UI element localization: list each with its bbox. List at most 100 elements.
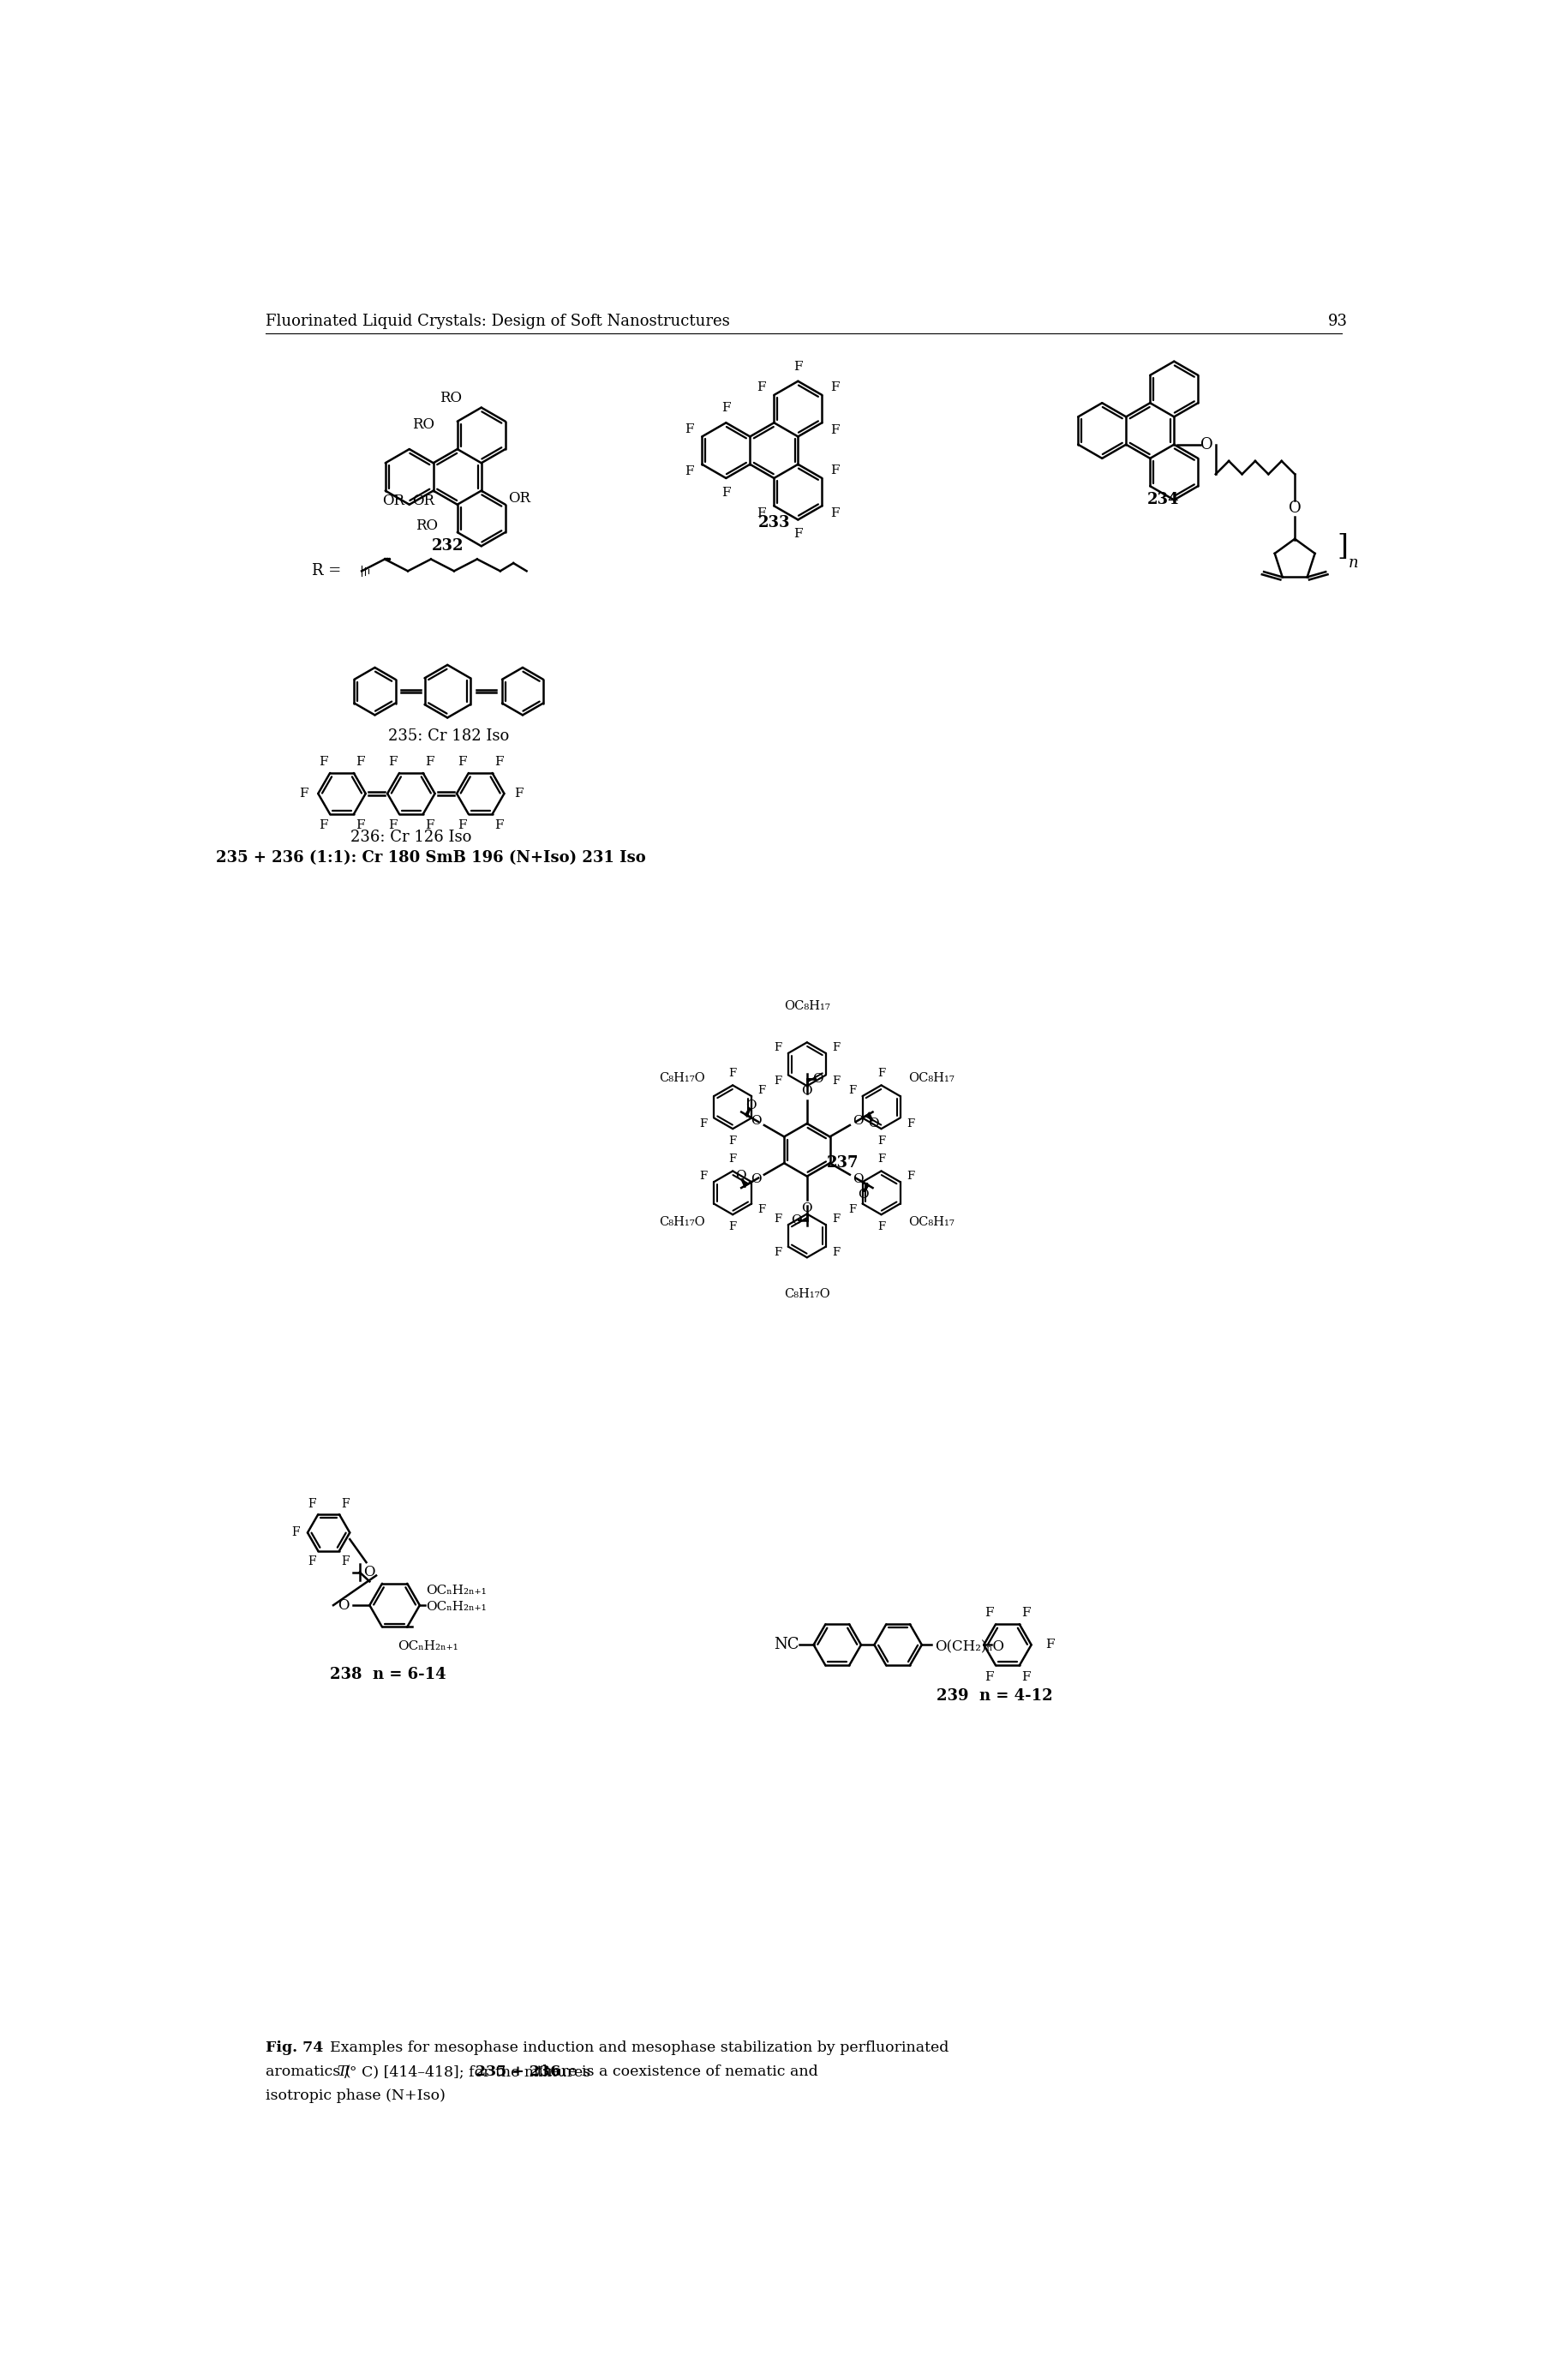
Text: F: F [494, 821, 503, 833]
Text: Fig. 74: Fig. 74 [267, 2041, 323, 2055]
Text: O: O [851, 1113, 862, 1128]
Text: RO: RO [416, 519, 437, 533]
Text: 93: 93 [1328, 314, 1347, 328]
Text: F: F [829, 381, 839, 395]
Text: O: O [1200, 438, 1212, 452]
Text: F: F [985, 1606, 993, 1618]
Text: F: F [318, 821, 328, 833]
Text: F: F [877, 1154, 884, 1166]
Text: F: F [729, 1135, 737, 1147]
Text: C₈H₁₇O: C₈H₁₇O [659, 1216, 706, 1228]
Text: O(CH₂)ₙO: O(CH₂)ₙO [935, 1639, 1004, 1653]
Text: F: F [877, 1220, 884, 1232]
Text: F: F [773, 1075, 781, 1087]
Text: F: F [729, 1068, 737, 1080]
Text: F: F [387, 757, 397, 768]
Text: 235 + 236: 235 + 236 [475, 2065, 560, 2079]
Text: C₈H₁₇O: C₈H₁₇O [784, 1287, 829, 1299]
Text: O: O [858, 1190, 867, 1201]
Text: O: O [751, 1113, 760, 1128]
Text: F: F [340, 1499, 350, 1511]
Text: F: F [1021, 1606, 1030, 1618]
Text: 238  n = 6-14: 238 n = 6-14 [329, 1668, 445, 1682]
Text: F: F [756, 381, 765, 395]
Text: O: O [751, 1173, 760, 1185]
Text: 239  n = 4-12: 239 n = 4-12 [936, 1689, 1052, 1703]
Text: Examples for mesophase induction and mesophase stabilization by perfluorinated: Examples for mesophase induction and mes… [320, 2041, 949, 2055]
Text: O: O [735, 1170, 746, 1182]
Text: F: F [906, 1170, 914, 1182]
Text: 233: 233 [757, 514, 790, 531]
Text: 235: Cr 182 Iso: 235: Cr 182 Iso [387, 728, 510, 745]
Text: F: F [356, 821, 365, 833]
Text: O: O [337, 1599, 348, 1613]
Text: OR: OR [412, 495, 434, 509]
Text: F: F [318, 757, 328, 768]
Text: F: F [458, 821, 466, 833]
Text: F: F [1046, 1639, 1054, 1651]
Text: O: O [1287, 502, 1300, 516]
Text: F: F [514, 787, 522, 799]
Text: isotropic phase (N+Iso): isotropic phase (N+Iso) [267, 2089, 445, 2103]
Text: F: F [1021, 1670, 1030, 1682]
Text: RO: RO [412, 416, 434, 433]
Text: O: O [364, 1565, 375, 1580]
Text: F: F [773, 1042, 781, 1054]
Text: F: F [877, 1135, 884, 1147]
Text: OR: OR [508, 490, 530, 504]
Text: F: F [729, 1154, 737, 1166]
Text: F: F [685, 423, 693, 435]
Text: OC₈H₁₇: OC₈H₁₇ [908, 1216, 953, 1228]
Text: F: F [721, 488, 731, 500]
Text: F: F [356, 757, 365, 768]
Text: 237: 237 [826, 1156, 858, 1170]
Text: F: F [757, 1085, 765, 1097]
Text: O: O [851, 1173, 862, 1185]
Text: F: F [494, 757, 503, 768]
Text: F: F [756, 507, 765, 519]
Text: F: F [829, 464, 839, 476]
Text: 232: 232 [431, 538, 463, 554]
Text: C₈H₁₇O: C₈H₁₇O [659, 1073, 706, 1085]
Text: F: F [699, 1170, 707, 1182]
Text: there is a coexistence of nematic and: there is a coexistence of nematic and [532, 2065, 817, 2079]
Text: F: F [729, 1220, 737, 1232]
Text: n: n [1347, 557, 1358, 571]
Text: RO: RO [439, 390, 461, 404]
Text: F: F [721, 402, 731, 414]
Text: F: F [877, 1068, 884, 1080]
Text: F: F [307, 1556, 317, 1568]
Text: O: O [812, 1073, 823, 1085]
Text: O: O [801, 1085, 812, 1097]
Text: T: T [337, 2065, 347, 2079]
Text: OCₙH₂ₙ₊₁: OCₙH₂ₙ₊₁ [426, 1584, 486, 1596]
Text: F: F [829, 507, 839, 519]
Text: F: F [773, 1247, 781, 1258]
Text: F: F [425, 821, 434, 833]
Text: R =: R = [312, 564, 347, 578]
Text: F: F [458, 757, 466, 768]
Text: 235 + 236 (1:1): Cr 180 SmB 196 (N+Iso) 231 Iso: 235 + 236 (1:1): Cr 180 SmB 196 (N+Iso) … [216, 849, 646, 866]
Text: F: F [387, 821, 397, 833]
Text: O: O [801, 1204, 812, 1216]
Text: O: O [790, 1216, 801, 1228]
Text: F: F [773, 1213, 781, 1225]
Text: F: F [307, 1499, 317, 1511]
Text: F: F [831, 1213, 839, 1225]
Text: F: F [425, 757, 434, 768]
Text: Fluorinated Liquid Crystals: Design of Soft Nanostructures: Fluorinated Liquid Crystals: Design of S… [267, 314, 729, 328]
Text: O: O [745, 1099, 756, 1111]
Text: aromatics (: aromatics ( [267, 2065, 351, 2079]
Text: F: F [831, 1075, 839, 1087]
Text: F: F [292, 1527, 299, 1539]
Text: F: F [831, 1042, 839, 1054]
Text: ]: ] [1336, 533, 1347, 561]
Text: F: F [699, 1118, 707, 1130]
Text: F: F [848, 1204, 856, 1216]
Text: F: F [848, 1085, 856, 1097]
Text: F: F [340, 1556, 350, 1568]
Text: F: F [906, 1118, 914, 1130]
Text: O: O [867, 1118, 878, 1130]
Text: F: F [831, 1247, 839, 1258]
Text: /° C) [414–418]; for the mixtures: /° C) [414–418]; for the mixtures [345, 2065, 594, 2079]
